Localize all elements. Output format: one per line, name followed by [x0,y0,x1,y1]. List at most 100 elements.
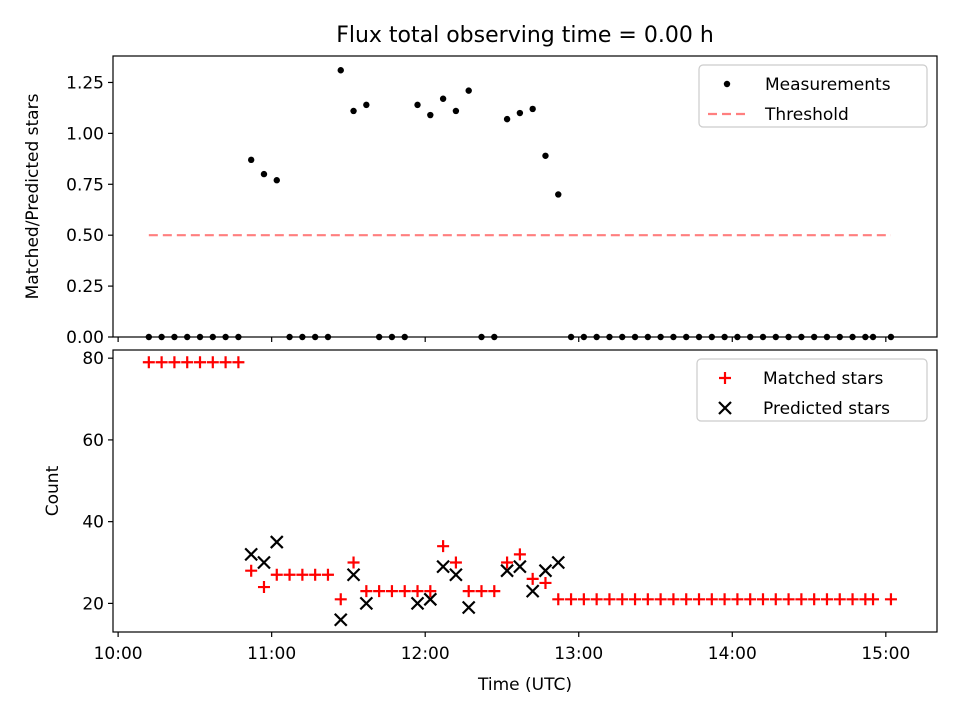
data-point [503,115,511,123]
data-point [350,107,357,115]
data-point [501,556,514,569]
data-point [565,593,578,606]
data-point [718,593,731,606]
legend-entry: Measurements [765,75,891,95]
data-point [680,593,693,606]
data-point [373,585,386,598]
data-point [346,568,361,582]
data-point [462,585,475,598]
data-point [411,585,424,598]
data-point [449,568,463,582]
data-point [219,356,232,369]
data-point [746,333,754,341]
data-point [461,600,476,615]
data-point [270,568,283,581]
data-point [631,333,639,341]
data-point [798,333,805,341]
y-tick-label: 80 [82,349,104,369]
legend: Matched stars Predicted stars [696,358,928,422]
data-point [695,333,703,341]
legend-swatch [718,401,732,415]
data-point [142,356,155,369]
data-point [641,593,654,606]
data-point [247,156,255,164]
y-tick-label: 1.25 [66,73,104,93]
data-point [375,333,383,341]
data-point [209,333,217,341]
y-tick-label: 1.00 [66,124,104,144]
y-tick-label: 0.25 [66,277,104,297]
data-point [155,356,168,369]
data-point [244,547,258,562]
x-axis-label: Time (UTC) [477,675,572,695]
data-point [269,535,284,549]
data-point [232,356,245,369]
data-point [551,555,566,570]
data-point [257,581,270,594]
data-point [423,592,438,607]
data-point [439,95,447,102]
data-point [808,593,821,606]
data-point [862,333,869,341]
data-point [644,333,652,341]
data-point [619,333,626,341]
data-point [437,540,450,553]
data-point [296,568,309,581]
axes-frame [112,55,938,338]
data-point [538,563,553,578]
data-point [333,612,348,627]
data-point [360,585,373,598]
data-point [539,576,552,589]
data-point [629,593,642,606]
data-point [257,555,271,570]
data-point [401,333,408,341]
data-point [708,333,716,341]
data-point [810,333,818,341]
data-point [260,170,268,178]
data-point [206,356,219,369]
data-point [309,568,322,581]
data-point [363,101,370,109]
data-point [693,593,706,606]
data-point [552,593,565,606]
ratio-panel: 0.00 0.25 0.50 0.75 1.00 1.25 Matched/Predicte… [23,55,938,348]
y-axis-label: Count [43,465,63,516]
data-point [145,333,153,341]
data-point [525,584,540,598]
data-point [721,333,728,341]
data-point [286,333,293,341]
y-tick-label: 0.00 [66,328,104,348]
legend-entry: Threshold [764,105,849,125]
data-point [654,593,667,606]
data-point [887,333,895,341]
legend-box [696,358,928,422]
data-point [449,556,462,569]
data-point [398,585,411,598]
data-point [580,333,588,341]
data-point [283,568,296,581]
data-point [836,333,843,341]
x-tick-label: 11:00 [247,644,296,664]
data-point [846,593,859,606]
data-point [670,333,677,341]
series-predicted-stars [244,535,566,627]
series-matched-stars [142,356,897,606]
y-tick-label: 20 [82,594,104,614]
data-point [245,564,258,577]
legend-entry: Predicted stars [763,399,890,419]
data-point [705,593,718,606]
data-point [555,191,562,198]
data-point [795,593,808,606]
data-point [734,333,741,341]
data-point [222,333,229,341]
count-panel: 20 40 60 80 10:00 11:00 12:00 13:00 14:00 15:00 Co… [43,349,938,695]
x-tick-label: 15:00 [861,644,910,664]
data-point [385,585,398,598]
data-point [424,585,437,598]
data-point [820,593,833,606]
data-point [867,593,880,606]
data-point [181,356,194,369]
data-point [273,177,280,184]
data-point [311,333,319,341]
